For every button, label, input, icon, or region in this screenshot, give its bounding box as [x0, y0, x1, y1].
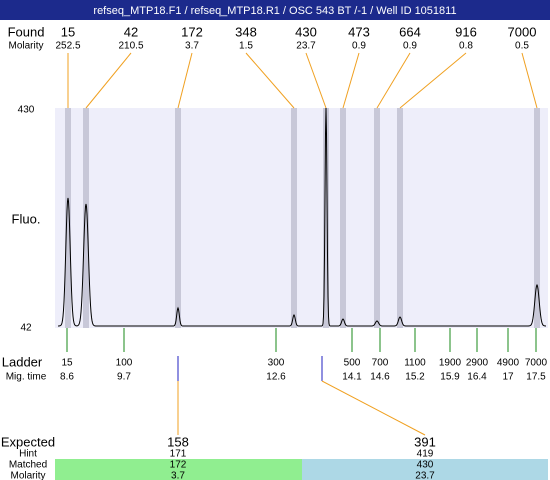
matched-bar-2: [302, 459, 548, 480]
matched-size: 172: [170, 460, 187, 471]
matched-bar-1: [55, 459, 302, 480]
peak-connector: [177, 52, 193, 109]
ladder-time: 14.6: [370, 372, 390, 383]
peak-molarity: 1.5: [239, 41, 253, 52]
peak-molarity: 23.7: [296, 41, 316, 52]
ladder-size: 1100: [404, 358, 426, 369]
peak-size: 15: [61, 24, 75, 39]
peak-band: [323, 108, 329, 328]
ladder-label: Ladder: [2, 354, 43, 369]
peak-connector: [521, 52, 538, 109]
peak-size: 172: [181, 24, 203, 39]
ladder-size: 7000: [525, 358, 548, 369]
peak-band: [534, 108, 540, 328]
peak-band: [340, 108, 346, 328]
ladder-time: 17.5: [526, 372, 546, 383]
ladder-time: 17: [502, 372, 514, 383]
peak-size: 7000: [508, 24, 537, 39]
found-label: Found: [8, 24, 45, 39]
title-bar: [0, 0, 550, 20]
y-top-label: 430: [18, 105, 35, 116]
peak-molarity: 210.5: [118, 41, 143, 52]
matched-molarity: 3.7: [171, 471, 185, 480]
exp-molarity-label: Molarity: [10, 471, 45, 480]
peak-size: 473: [348, 24, 370, 39]
expected-label: Expected: [1, 434, 55, 449]
ladder-time: 16.4: [467, 372, 487, 383]
title: refseq_MTP18.F1 / refseq_MTP18.R1 / OSC …: [93, 5, 456, 17]
ladder-size: 500: [344, 358, 361, 369]
hint-size: 419: [417, 449, 434, 460]
ladder-size: 300: [268, 358, 285, 369]
peak-molarity: 3.7: [185, 41, 199, 52]
peak-band: [397, 108, 403, 328]
expected-connector: [321, 380, 426, 436]
peak-connector: [305, 52, 327, 109]
ladder-time: 15.2: [405, 372, 425, 383]
ladder-time: 14.1: [342, 372, 362, 383]
peak-molarity: 0.9: [352, 41, 366, 52]
matched-label: Matched: [9, 460, 47, 471]
matched-molarity: 23.7: [415, 471, 435, 480]
expected-size: 158: [167, 434, 189, 449]
ladder-time: 9.7: [117, 372, 131, 383]
peak-size: 430: [295, 24, 317, 39]
peak-molarity: 252.5: [55, 41, 80, 52]
peak-molarity: 0.8: [459, 41, 473, 52]
peak-size: 348: [235, 24, 257, 39]
peak-connector: [342, 52, 360, 109]
peak-size: 42: [124, 24, 138, 39]
peak-band: [374, 108, 380, 328]
plot-area: [55, 108, 548, 328]
y-axis-label: Fluo.: [12, 211, 41, 226]
ladder-size: 100: [116, 358, 133, 369]
molarity-label: Molarity: [8, 41, 43, 52]
peak-band: [291, 108, 297, 328]
y-bottom-label: 42: [20, 323, 32, 334]
peak-size: 916: [455, 24, 477, 39]
peak-connector: [399, 52, 467, 109]
matched-size: 430: [417, 460, 434, 471]
peak-connector: [376, 52, 411, 109]
peak-connector: [85, 52, 132, 109]
hint-size: 171: [170, 449, 187, 460]
peak-size: 664: [399, 24, 421, 39]
ladder-size: 1900: [439, 358, 462, 369]
ladder-size: 700: [372, 358, 389, 369]
mig-time-label: Mig. time: [6, 372, 47, 383]
peak-band: [83, 108, 89, 328]
ladder-size: 15: [61, 358, 73, 369]
peak-connector: [245, 52, 295, 109]
expected-size: 391: [414, 434, 436, 449]
ladder-size: 4900: [497, 358, 520, 369]
hint-label: Hint: [19, 449, 37, 460]
peak-molarity: 0.9: [403, 41, 417, 52]
ladder-time: 15.9: [440, 372, 460, 383]
peak-band: [65, 108, 71, 328]
trace: [58, 107, 546, 327]
peak-molarity: 0.5: [515, 41, 529, 52]
peak-band: [175, 108, 181, 328]
ladder-time: 8.6: [60, 372, 74, 383]
ladder-time: 12.6: [266, 372, 286, 383]
ladder-size: 2900: [466, 358, 489, 369]
